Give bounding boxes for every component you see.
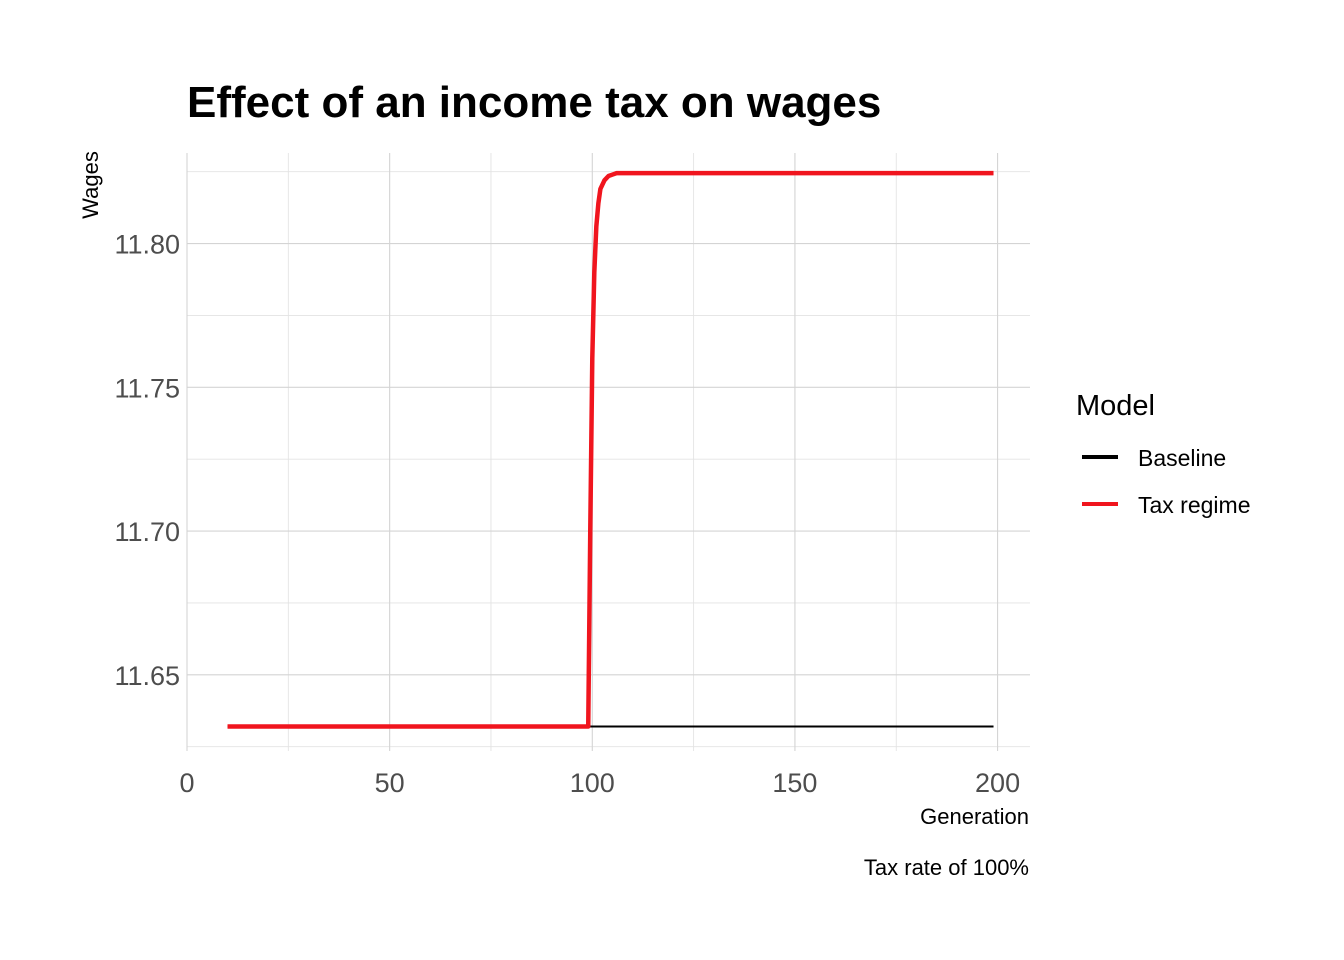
series-line-tax-regime — [227, 170, 994, 729]
y-axis-label: Wages — [78, 151, 103, 219]
x-axis-label: Generation — [920, 804, 1029, 829]
grid — [186, 153, 1030, 751]
legend: Model Baseline Tax regime — [1076, 390, 1250, 518]
x-tick-label: 100 — [570, 768, 615, 798]
y-tick-label: 11.65 — [114, 661, 180, 691]
tick-labels: 0 50 100 150 200 11.65 11.70 11.75 11.80 — [114, 230, 1020, 798]
chart-title: Effect of an income tax on wages — [187, 78, 881, 127]
series-layer — [227, 170, 994, 729]
x-tick-label: 200 — [975, 768, 1020, 798]
legend-title: Model — [1076, 390, 1155, 422]
y-tick-label: 11.70 — [114, 517, 180, 547]
legend-label-baseline: Baseline — [1138, 445, 1226, 471]
x-tick-label: 50 — [375, 768, 405, 798]
y-tick-label: 11.75 — [114, 373, 180, 403]
x-tick-label: 150 — [772, 768, 817, 798]
caption: Tax rate of 100% — [864, 855, 1029, 880]
x-tick-label: 0 — [179, 768, 194, 798]
y-tick-label: 11.80 — [114, 230, 180, 260]
legend-label-tax-regime: Tax regime — [1138, 492, 1250, 518]
